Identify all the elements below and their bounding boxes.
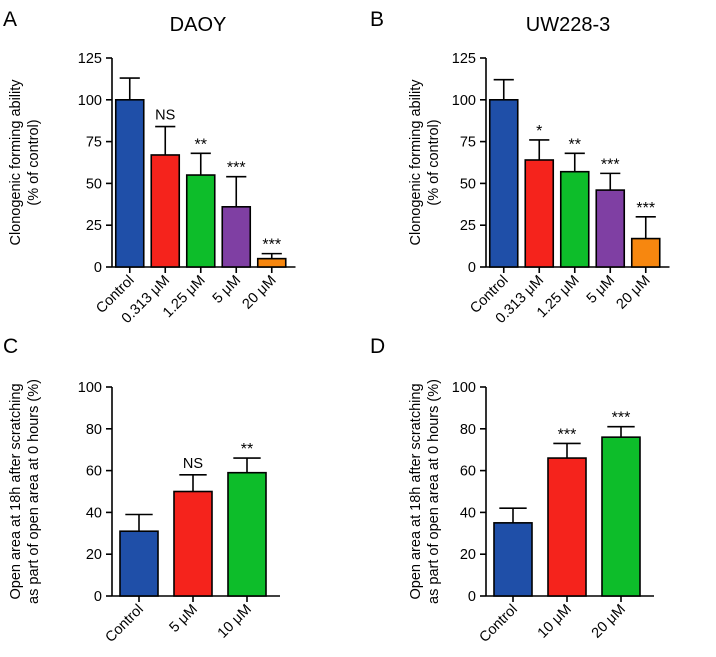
significance-label: NS [183,456,203,472]
y-tick-label: 25 [460,218,476,234]
panel-b: B UW228-3 0 25 50 75 100 125 Clonogenic forming … [370,8,670,327]
y-tick-label: 80 [86,422,102,438]
chart-title: DAOY [170,14,227,36]
y-tick-label: 50 [86,176,102,192]
bar [119,530,159,597]
bar [221,206,252,268]
y-tick-label: 125 [78,51,102,67]
y-tick-label: 0 [94,589,102,605]
bar [601,436,641,597]
y-tick-label: 0 [468,260,476,276]
significance-label: NS [155,108,175,124]
x-tick-label: 20 μM [589,602,629,642]
panel-c: C 0 20 40 60 80 100 Open area at 18h after scra… [3,335,280,646]
y-tick-label: 75 [460,135,476,151]
panel-letter: B [370,8,384,31]
y-tick-label: 100 [78,93,102,109]
bar [173,490,213,597]
panel-letter: C [3,335,18,358]
y-tick-label: 20 [460,547,476,563]
bar [547,457,587,597]
y-tick-label: 20 [86,547,102,563]
significance-label: *** [636,200,655,217]
bar [493,522,533,597]
x-tick-label: 10 μM [535,602,575,642]
x-tick-label: 20 μM [614,273,654,313]
y-tick-label: 50 [460,176,476,192]
y-tick-label: 60 [460,464,476,480]
y-tick-label: 40 [460,505,476,521]
significance-label: *** [262,237,281,254]
y-tick-label: 100 [452,93,476,109]
y-tick-label: 125 [452,51,476,67]
bar [150,154,181,268]
bar [595,189,626,268]
chart-title: UW228-3 [526,14,610,36]
panel-letter: D [370,335,385,358]
significance-label: ** [569,136,581,153]
bar [630,237,661,268]
significance-label: *** [558,426,577,443]
y-axis-label: Open area at 18h after scratching [408,383,424,599]
significance-label: *** [227,160,246,177]
y-tick-label: 60 [86,464,102,480]
y-tick-label: 100 [452,380,476,396]
y-axis-label: Open area at 18h after scratching [8,383,24,599]
y-axis-label: as part of open area at 0 hours (%) [26,379,42,604]
panel-letter: A [3,8,17,31]
y-axis-label: (% of control) [26,119,42,205]
x-tick-label: 20 μM [240,273,280,313]
x-tick-label: Control [476,602,520,646]
y-tick-label: 0 [94,260,102,276]
x-tick-label: 10 μM [215,602,255,642]
bar [559,170,590,268]
significance-label: * [536,123,542,140]
y-axis-label: (% of control) [426,119,442,205]
x-tick-label: Control [102,602,146,646]
x-tick-label: 5 μM [167,602,201,636]
bar [114,99,145,268]
significance-label: *** [601,156,620,173]
y-tick-label: 40 [86,505,102,521]
significance-label: ** [195,136,207,153]
significance-label: ** [241,441,253,458]
panel-d: D 0 20 40 60 80 100 Open area at 18h after scra… [370,335,654,646]
y-tick-label: 75 [86,135,102,151]
y-axis-label: as part of open area at 0 hours (%) [426,379,442,604]
y-tick-label: 0 [468,589,476,605]
bar [524,159,555,268]
panel-a: A DAOY 0 25 50 75 100 125 Clonogenic forming abi… [3,8,296,327]
bar [185,174,216,268]
y-axis-label: Clonogenic forming ability [408,79,424,246]
bar [488,99,519,268]
y-tick-label: 25 [86,218,102,234]
bar [227,471,267,597]
significance-label: *** [612,410,631,427]
y-tick-label: 80 [460,422,476,438]
y-axis-label: Clonogenic forming ability [8,79,24,246]
y-tick-label: 100 [78,380,102,396]
bar [256,257,287,268]
